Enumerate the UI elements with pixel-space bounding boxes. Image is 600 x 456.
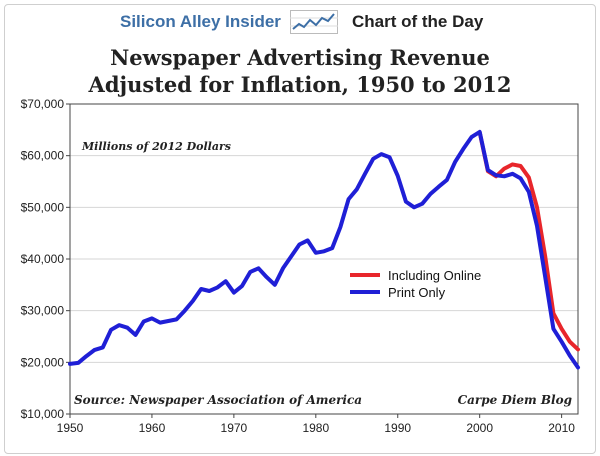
x-tick-label: 1950 <box>57 421 84 435</box>
legend-label: Print Only <box>388 285 446 300</box>
chart-subtitle: Millions of 2012 Dollars <box>81 140 231 153</box>
plot-area-border <box>69 103 579 415</box>
source-note: Source: Newspaper Association of America <box>74 393 362 407</box>
credit-note: Carpe Diem Blog <box>458 393 572 407</box>
y-tick-label: $60,000 <box>21 149 65 163</box>
x-tick-label: 1980 <box>302 421 329 435</box>
series-line-print-only <box>68 129 580 370</box>
y-tick-label: $30,000 <box>21 304 65 318</box>
series-line-including-online <box>477 130 580 352</box>
chart-of-the-day-label: Chart of the Day <box>352 12 484 31</box>
header: Silicon Alley Insider Chart of the Day <box>0 8 600 38</box>
sparkline-logo-icon <box>290 10 338 34</box>
brand-label[interactable]: Silicon Alley Insider <box>120 12 281 31</box>
x-tick-label: 2000 <box>466 421 493 435</box>
chart-frame <box>4 4 596 454</box>
y-tick-label: $70,000 <box>21 97 65 111</box>
x-tick-label: 1970 <box>221 421 248 435</box>
y-tick-label: $50,000 <box>21 200 65 214</box>
y-tick-label: $40,000 <box>21 252 65 266</box>
chart-title-line1: Newspaper Advertising Revenue <box>110 45 490 70</box>
y-tick-label: $10,000 <box>21 407 65 421</box>
chart-title: Newspaper Advertising Revenue Adjusted f… <box>0 44 600 98</box>
y-tick-label: $20,000 <box>21 355 65 369</box>
x-tick-label: 1990 <box>384 421 411 435</box>
legend-label: Including Online <box>388 268 481 283</box>
chart-title-line2: Adjusted for Inflation, 1950 to 2012 <box>88 72 512 97</box>
x-tick-label: 2010 <box>548 421 575 435</box>
x-tick-label: 1960 <box>139 421 166 435</box>
